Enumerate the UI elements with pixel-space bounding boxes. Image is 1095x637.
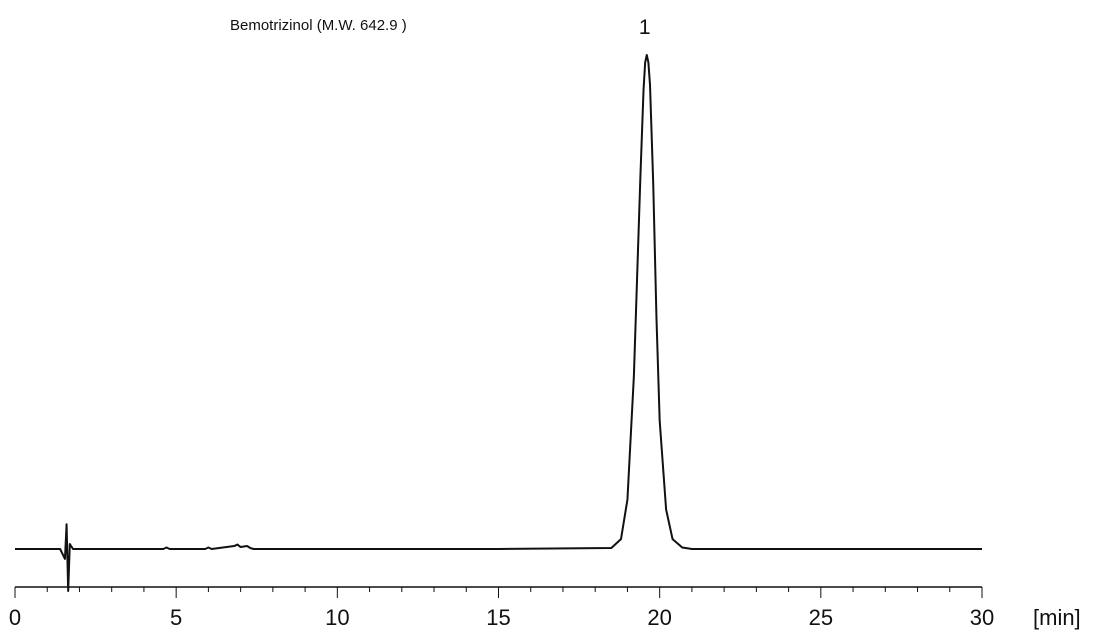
x-tick-label: 30	[970, 605, 994, 630]
compound-label: Bemotrizinol (M.W. 642.9 )	[230, 17, 407, 34]
x-tick-label: 10	[325, 605, 349, 630]
series-line	[15, 54, 982, 592]
x-axis-unit-label: [min]	[1033, 605, 1081, 630]
x-tick-label: 15	[486, 605, 510, 630]
peak-label: 1	[639, 16, 651, 39]
x-tick-label: 25	[809, 605, 833, 630]
x-tick-label: 0	[9, 605, 21, 630]
x-axis-tick-labels: 0 5 10 15 20 25 30	[9, 605, 994, 630]
x-tick-label: 5	[170, 605, 182, 630]
x-axis-ticks	[14, 587, 983, 598]
x-tick-label: 20	[647, 605, 671, 630]
peak-labels: 1	[639, 16, 651, 39]
